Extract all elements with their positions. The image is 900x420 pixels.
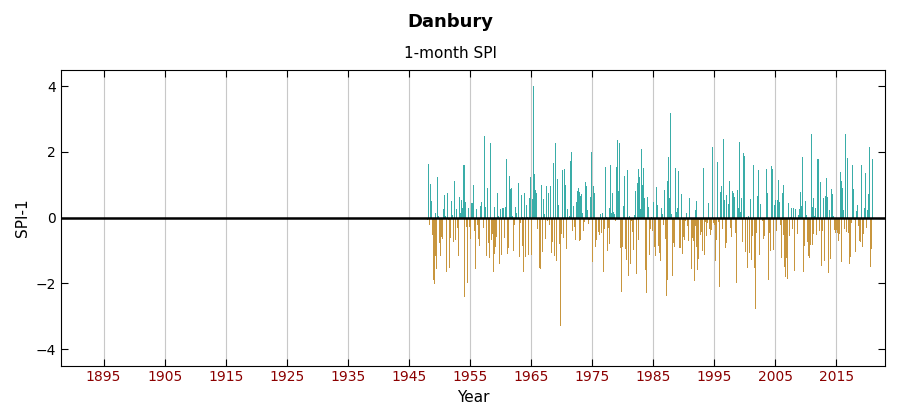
X-axis label: Year: Year: [456, 390, 489, 405]
Text: Danbury: Danbury: [407, 13, 493, 31]
Y-axis label: SPI-1: SPI-1: [15, 198, 30, 237]
Text: 1-month SPI: 1-month SPI: [403, 46, 497, 61]
